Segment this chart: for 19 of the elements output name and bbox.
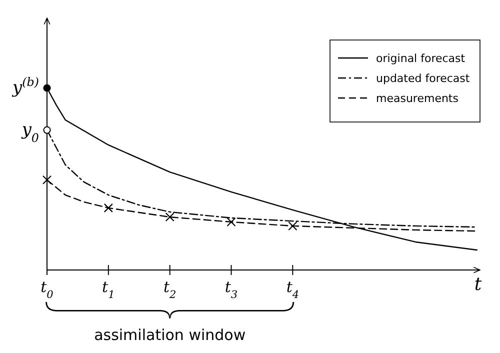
legend-label: updated forecast [376, 72, 470, 85]
legend-label: original forecast [376, 52, 466, 65]
point [104, 203, 113, 212]
x-tick-label: t$_{2}$ [163, 278, 177, 301]
point [43, 84, 51, 92]
legend-label: measurements [376, 92, 459, 105]
annotation: y$_{0}$ [20, 120, 40, 146]
point [288, 221, 298, 231]
point [43, 126, 51, 134]
point [42, 175, 52, 184]
x-tick-label: t$_{1}$ [102, 278, 115, 301]
point [165, 212, 174, 222]
x-tick-label: t$_{3}$ [224, 278, 238, 301]
x-tick-label: t$_{0}$ [40, 278, 54, 301]
annotation: y$^{(b)}$ [12, 75, 40, 98]
point [226, 217, 236, 226]
text: assimilation window [94, 326, 246, 344]
x-axis-title: t [474, 274, 482, 295]
x-tick-label: t$_{4}$ [286, 278, 300, 301]
